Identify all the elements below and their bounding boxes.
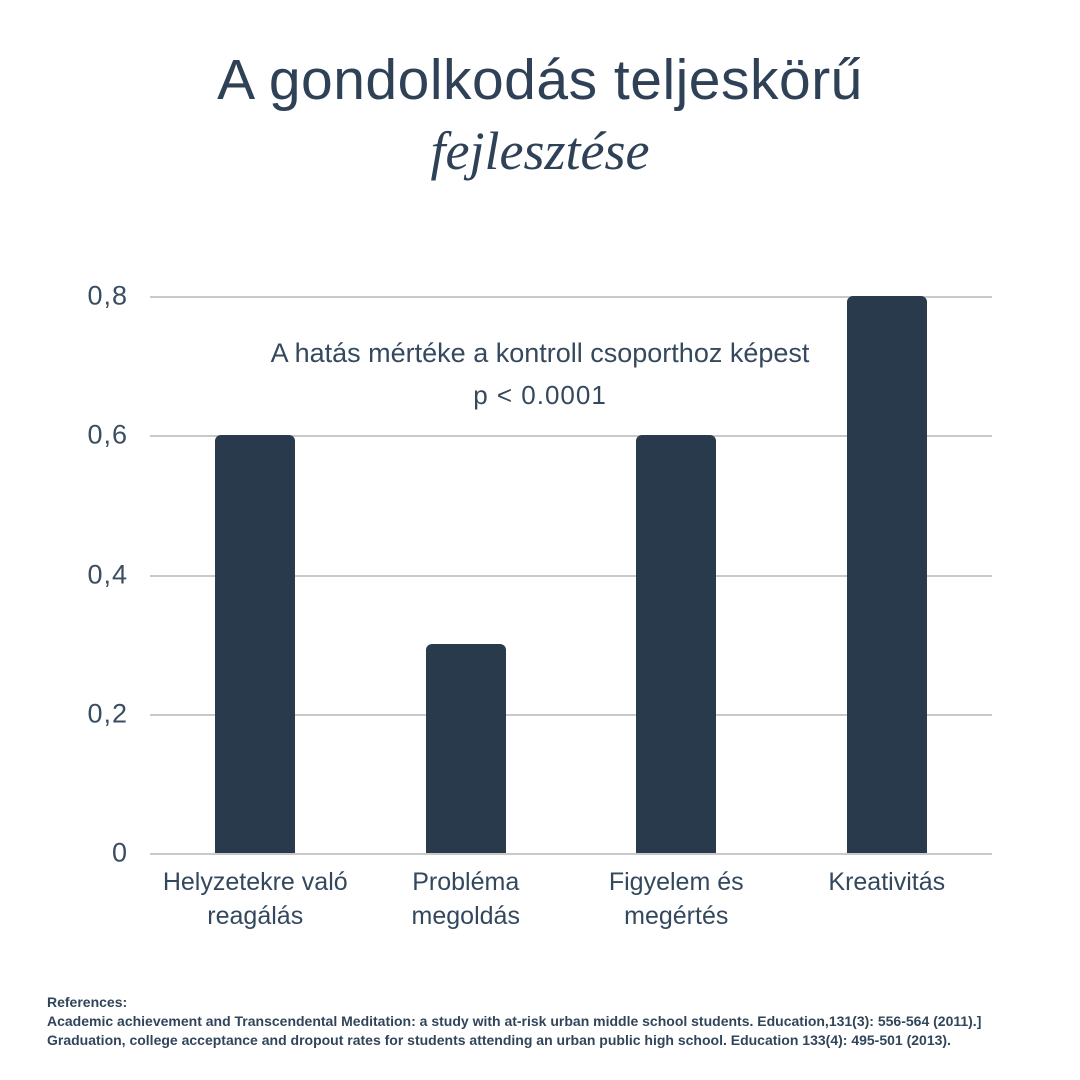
- reference-item: Academic achievement and Transcendental …: [47, 1013, 982, 1029]
- chart-title: A gondolkodás teljeskörű fejlesztése: [0, 48, 1080, 182]
- gridline-0,8: [150, 296, 992, 298]
- x-category-label: Kreativitás: [828, 868, 946, 896]
- bar-Figyelem és megértés: [636, 435, 717, 853]
- bar-Helyzetekre való reagálás: [215, 435, 296, 853]
- y-axis: 0,8 0,6 0,4 0,2 0: [0, 281, 128, 868]
- reference-item: Graduation, college acceptance and dropo…: [47, 1032, 951, 1048]
- chart-title-line1: A gondolkodás teljeskörű: [217, 48, 863, 112]
- y-tick-label: 0,2: [87, 698, 128, 729]
- x-category-label: Probléma megoldás: [411, 868, 520, 930]
- bar-Probléma megoldás: [425, 644, 506, 853]
- x-category-label: Helyzetekre való reagálás: [162, 868, 348, 930]
- chart-title-line2: fejlesztése: [430, 120, 650, 181]
- bar-column: [782, 296, 993, 853]
- x-category-label: Figyelem és megértés: [608, 868, 744, 930]
- x-axis-labels: Helyzetekre való reagálás Probléma megoldás…: [150, 866, 992, 934]
- references-heading: References:: [47, 994, 128, 1010]
- gridline-0,6: [150, 435, 992, 438]
- bars-row: [150, 296, 992, 853]
- gridline-0: [150, 853, 992, 855]
- gridline-0,4: [150, 574, 992, 577]
- y-tick-label: 0,4: [87, 559, 128, 589]
- bar-column: [150, 296, 361, 853]
- bar-column: [571, 296, 782, 853]
- references-block: References: Academic achievement and Tra…: [47, 993, 1047, 1050]
- bar-Kreativitás: [846, 296, 927, 853]
- plot-area: [150, 296, 992, 855]
- y-tick-label: 0,8: [87, 280, 128, 311]
- gridline-0,2: [150, 713, 992, 716]
- y-tick-label: 0: [111, 837, 128, 868]
- y-tick-label: 0,6: [87, 419, 128, 450]
- bar-column: [361, 296, 572, 853]
